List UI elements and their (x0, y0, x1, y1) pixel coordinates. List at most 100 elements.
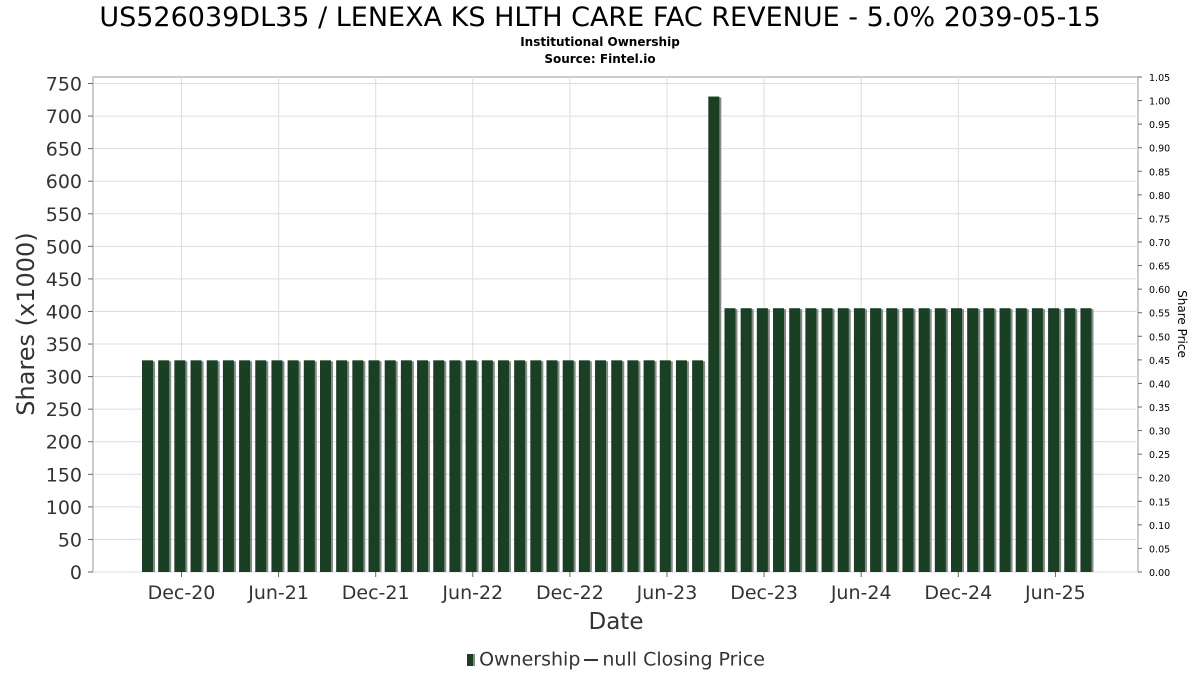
x-tick-label: Jun-23 (636, 582, 698, 604)
y-tick-label: 100 (46, 497, 82, 519)
price-legend-swatch (584, 658, 599, 661)
bar (789, 308, 801, 572)
bar (384, 360, 396, 572)
y2-tick-label: 0.95 (1149, 120, 1170, 131)
x-tick-label: Dec-21 (342, 582, 410, 604)
y-tick-label: 0 (70, 562, 82, 584)
y-tick-label: 550 (46, 204, 82, 226)
bar (773, 308, 785, 572)
bar (1015, 308, 1027, 572)
bar (514, 360, 526, 572)
y2-tick-label: 0.20 (1149, 474, 1170, 485)
x-tick-label: Dec-24 (924, 582, 992, 604)
bar (999, 308, 1011, 572)
y2-tick-label: 0.80 (1149, 191, 1170, 202)
y-tick-label: 50 (58, 529, 82, 551)
bar (158, 360, 170, 572)
y-axis-title: Shares (x1000) (12, 232, 40, 415)
bar (336, 360, 348, 572)
bar (821, 308, 833, 572)
bar (740, 308, 752, 572)
bar (352, 360, 364, 572)
y2-tick-label: 0.55 (1149, 309, 1170, 320)
bar (918, 308, 930, 572)
bar (611, 360, 623, 572)
bar (206, 360, 218, 572)
bar (255, 360, 267, 572)
bar (174, 360, 186, 572)
y2-tick-label: 0.10 (1149, 521, 1170, 532)
y-tick-label: 250 (46, 399, 82, 421)
chart-title: US526039DL35 / LENEXA KS HLTH CARE FAC R… (99, 2, 1101, 33)
y2-tick-label: 0.70 (1149, 238, 1170, 249)
bar (934, 308, 946, 572)
y-tick-label: 350 (46, 334, 82, 356)
x-tick-label: Dec-22 (536, 582, 604, 604)
bar (692, 360, 704, 572)
y-tick-label: 500 (46, 236, 82, 258)
bar (675, 360, 687, 572)
bar (530, 360, 542, 572)
bar (951, 308, 962, 572)
bar (853, 308, 865, 572)
y2-tick-label: 0.75 (1149, 214, 1170, 225)
bar (433, 360, 445, 572)
bar (659, 360, 671, 572)
legend: Ownership null Closing Price (0, 648, 1200, 671)
y2-tick-label: 0.05 (1149, 544, 1170, 555)
bar (837, 308, 849, 572)
x-tick-label: Dec-20 (148, 582, 216, 604)
bar (449, 360, 461, 572)
bar (724, 308, 736, 572)
y2-axis-title: Share Price (1175, 290, 1189, 358)
bar (708, 96, 720, 572)
bar (400, 360, 412, 572)
ownership-legend-label: Ownership (479, 648, 581, 671)
y2-tick-label: 0.65 (1149, 262, 1170, 273)
price-legend-label: null Closing Price (602, 648, 765, 671)
bar (643, 360, 655, 572)
bar (627, 360, 639, 572)
bar (562, 360, 574, 572)
bar (967, 308, 979, 572)
y-tick-label: 300 (46, 367, 82, 389)
x-tick-label: Jun-24 (830, 582, 892, 604)
y2-tick-label: 0.15 (1149, 497, 1170, 508)
bar (983, 308, 995, 572)
y-tick-label: 450 (46, 269, 82, 291)
bar (1031, 308, 1043, 572)
y2-tick-label: 1.00 (1149, 97, 1170, 108)
bar (190, 360, 202, 572)
ownership-legend-swatch (467, 653, 476, 666)
y-tick-label: 750 (46, 74, 82, 96)
y2-tick-label: 0.00 (1149, 568, 1170, 579)
x-tick-label: Jun-22 (441, 582, 503, 604)
bar (239, 360, 251, 572)
chart-source: Source: Fintel.io (544, 52, 656, 66)
x-tick-label: Jun-25 (1024, 582, 1086, 604)
bar (497, 360, 509, 572)
y2-tick-label: 1.05 (1149, 73, 1170, 84)
y2-tick-label: 0.50 (1149, 332, 1170, 343)
y2-tick-label: 0.90 (1149, 144, 1170, 155)
bar (1048, 308, 1060, 572)
bar (902, 308, 914, 572)
y2-tick-label: 0.25 (1149, 450, 1170, 461)
y-tick-label: 600 (46, 171, 82, 193)
bar (756, 308, 768, 572)
bar (142, 360, 153, 572)
x-axis-title: Date (589, 609, 644, 635)
bar (368, 360, 380, 572)
y2-tick-label: 0.40 (1149, 379, 1170, 390)
bar (287, 360, 299, 572)
bar (595, 360, 607, 572)
x-tick-label: Jun-21 (247, 582, 309, 604)
y-tick-label: 150 (46, 464, 82, 486)
bar (870, 308, 882, 572)
bar (417, 360, 429, 572)
y-tick-label: 700 (46, 106, 82, 128)
y-tick-label: 200 (46, 432, 82, 454)
y-tick-label: 400 (46, 301, 82, 323)
bar (805, 308, 817, 572)
